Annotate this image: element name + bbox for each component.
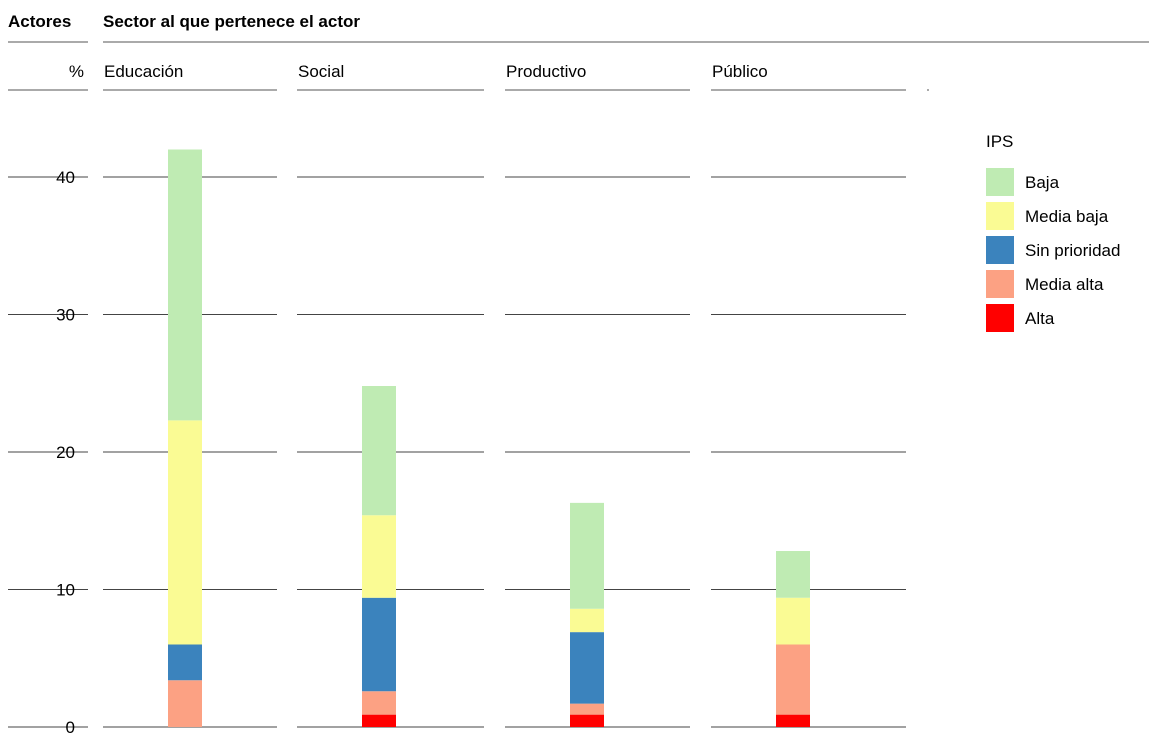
y-axis-unit: % bbox=[69, 62, 84, 81]
legend-swatch bbox=[986, 236, 1014, 264]
y-tick-label: 40 bbox=[56, 168, 75, 187]
facet-1: Social bbox=[297, 62, 484, 728]
bar-segment bbox=[570, 632, 604, 704]
legend-swatch bbox=[986, 270, 1014, 298]
bar-segment bbox=[168, 149, 202, 421]
legend-title: IPS bbox=[986, 132, 1013, 151]
chart-title: Sector al que pertenece el actor bbox=[103, 12, 360, 31]
legend-swatch bbox=[986, 304, 1014, 332]
legend-swatch bbox=[986, 202, 1014, 230]
legend-label: Alta bbox=[1025, 309, 1055, 328]
legend-swatch bbox=[986, 168, 1014, 196]
y-axis-ticks: 0 10 20 30 40 bbox=[8, 168, 88, 733]
y-tick-label: 30 bbox=[56, 306, 75, 325]
y-tick-label: 20 bbox=[56, 443, 75, 462]
legend-label: Media alta bbox=[1025, 275, 1104, 294]
y-tick-label: 10 bbox=[56, 581, 75, 600]
bar-segment bbox=[570, 502, 604, 609]
y-tick-label: 0 bbox=[66, 718, 75, 733]
bar-segment bbox=[776, 644, 810, 715]
legend-label: Media baja bbox=[1025, 207, 1109, 226]
facet-label: Productivo bbox=[506, 62, 586, 81]
bar-segment bbox=[362, 714, 396, 727]
legend-label: Baja bbox=[1025, 173, 1060, 192]
legend-item: Sin prioridad bbox=[986, 236, 1120, 264]
facet-label: Social bbox=[298, 62, 344, 81]
legend-item: Media baja bbox=[986, 202, 1109, 230]
legend-label: Sin prioridad bbox=[1025, 241, 1120, 260]
bar-segment bbox=[168, 644, 202, 681]
bar-segment bbox=[776, 551, 810, 598]
facet-label: Educación bbox=[104, 62, 183, 81]
bar-segment bbox=[570, 608, 604, 633]
bar-segment bbox=[168, 420, 202, 645]
bar-segment bbox=[776, 714, 810, 727]
legend-item: Media alta bbox=[986, 270, 1104, 298]
legend-item: Baja bbox=[986, 168, 1060, 196]
legend: IPS Baja Media baja Sin prioridad Media alt… bbox=[986, 132, 1120, 332]
bar-segment bbox=[570, 714, 604, 727]
bar-segment bbox=[168, 680, 202, 727]
facet-2: Productivo bbox=[505, 62, 690, 728]
bar-segment bbox=[362, 515, 396, 598]
bar-segment bbox=[570, 703, 604, 715]
row-header-label: Actores bbox=[8, 12, 71, 31]
bar-segment bbox=[776, 597, 810, 645]
legend-item: Alta bbox=[986, 304, 1055, 332]
bar-segment bbox=[362, 691, 396, 715]
bar-segment bbox=[362, 386, 396, 516]
facet-label: Público bbox=[712, 62, 768, 81]
facet-0: Educación bbox=[103, 62, 277, 728]
facet-3: Público bbox=[711, 62, 906, 728]
bar-segment bbox=[362, 597, 396, 692]
facet-panels: Educación Social Productivo Público bbox=[103, 62, 929, 728]
